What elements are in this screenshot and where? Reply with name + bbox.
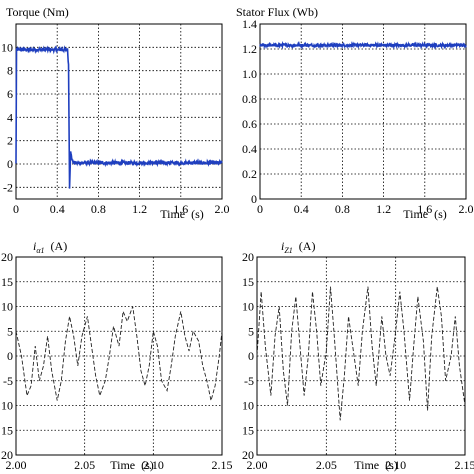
x-tick-label: 2.10 <box>385 458 406 472</box>
y-tick-label: -5 <box>3 374 13 388</box>
y-tick-label: 2 <box>7 134 13 148</box>
y-tick-label: 6 <box>7 87 13 101</box>
x-axis-ticks: 0 0.4 0.8 1.2 1.6 2.0 <box>13 202 230 216</box>
y-tick-label: 0.8 <box>242 92 257 106</box>
y-tick-label: 4 <box>7 110 13 124</box>
x-axis-label: Time (s) <box>160 207 204 221</box>
series-group <box>15 306 223 401</box>
plot-area <box>259 23 467 200</box>
panel-stator-flux: Stator Flux (Wb) 0 0.4 0.8 1.2 1.6 2.0 0 0.2 0.… <box>236 5 474 221</box>
x-axis-ticks: 2.00 2.05 2.10 2.15 <box>247 458 474 472</box>
y-tick-label: 8 <box>7 64 13 78</box>
y-tick-label: 1.2 <box>242 42 257 56</box>
panel-i-z1: iZ1 (A) 2.00 2.05 2.10 2.15 201510-50510152… <box>242 239 474 472</box>
x-tick-label: 1.2 <box>132 202 147 216</box>
y-tick-label: 5 <box>248 324 254 338</box>
y-tick-label: 0 <box>7 349 13 363</box>
grid <box>260 24 466 199</box>
y-axis-ticks: 20 15 10 -5 0 5 10 15 20 <box>1 250 13 462</box>
x-tick-label: 2.10 <box>143 458 164 472</box>
panel-title: Torque (Nm) <box>6 5 69 19</box>
y-tick-label: 15 <box>1 275 13 289</box>
panel-title: iZ1 (A) <box>260 239 330 255</box>
series-line <box>15 306 223 401</box>
series-line <box>256 286 466 421</box>
y-axis-ticks: 20 15 10 -5 0 5 10 15 20 <box>242 250 254 462</box>
y-tick-label: 10 <box>242 300 254 314</box>
y-tick-label: 10 <box>1 300 13 314</box>
y-tick-label: 0 <box>248 349 254 363</box>
x-tick-label: 2.0 <box>459 202 474 216</box>
series-group <box>15 45 223 189</box>
x-tick-label: 2.05 <box>316 458 337 472</box>
panel-title: Stator Flux (Wb) <box>236 5 318 19</box>
y-tick-label: 15 <box>242 423 254 437</box>
series-line <box>15 45 223 189</box>
y-tick-label: 20 <box>1 448 13 462</box>
y-tick-label: 1.0 <box>242 67 257 81</box>
grid <box>16 257 222 455</box>
panel-title: iα1 (A) <box>12 239 82 255</box>
y-tick-label: 20 <box>1 250 13 264</box>
x-axis-ticks: 2.00 2.05 2.10 2.15 <box>6 458 233 472</box>
y-tick-label: -5 <box>244 374 254 388</box>
plot-area <box>15 23 223 200</box>
x-tick-label: 2.15 <box>212 458 233 472</box>
y-tick-label: 0 <box>251 192 257 206</box>
x-tick-label: 0.8 <box>91 202 106 216</box>
x-tick-label: 0 <box>257 202 263 216</box>
panel-i-alpha1: iα1 (A) 2.00 2.05 2.10 2.15 201510-50510152… <box>1 239 233 472</box>
x-axis-label: Time (s) <box>403 207 447 221</box>
y-tick-label: 0 <box>7 157 13 171</box>
x-tick-label: 2.05 <box>74 458 95 472</box>
y-tick-label: 5 <box>7 324 13 338</box>
x-tick-label: 2.0 <box>215 202 230 216</box>
y-tick-label: 20 <box>242 250 254 264</box>
x-tick-label: 0.4 <box>50 202 65 216</box>
y-tick-label: 0.2 <box>242 167 257 181</box>
x-tick-label: 1.6 <box>417 202 432 216</box>
series-group <box>259 40 467 50</box>
y-tick-label: 15 <box>1 423 13 437</box>
y-tick-label: 1.4 <box>242 17 257 31</box>
x-tick-label: 0.8 <box>335 202 350 216</box>
y-tick-label: -2 <box>3 180 13 194</box>
y-tick-label: 10 <box>1 399 13 413</box>
x-tick-label: 1.2 <box>376 202 391 216</box>
x-axis-label: Time (s) <box>110 458 154 472</box>
y-tick-label: 20 <box>242 448 254 462</box>
y-tick-label: 10 <box>242 399 254 413</box>
grid <box>257 257 465 455</box>
y-axis-ticks: 0 0.2 0.4 0.6 0.8 1.0 1.2 1.4 <box>242 17 257 206</box>
x-tick-label: 2.00 <box>247 458 268 472</box>
x-tick-label: 2.00 <box>6 458 27 472</box>
y-tick-label: 0.6 <box>242 117 257 131</box>
grid <box>16 24 222 199</box>
y-tick-label: 0.4 <box>242 142 257 156</box>
x-tick-label: 0.4 <box>294 202 309 216</box>
x-axis-label: Time (s) <box>354 458 398 472</box>
series-group <box>256 286 466 421</box>
x-axis-ticks: 0 0.4 0.8 1.2 1.6 2.0 <box>257 202 474 216</box>
x-tick-label: 0 <box>13 202 19 216</box>
series-line <box>259 40 467 50</box>
x-tick-label: 2.15 <box>455 458 474 472</box>
y-tick-label: 10 <box>1 40 13 54</box>
x-tick-label: 1.6 <box>173 202 188 216</box>
y-axis-ticks: -2 0 2 4 6 8 10 <box>1 40 13 194</box>
y-tick-label: 15 <box>242 275 254 289</box>
plot-area <box>256 256 466 456</box>
